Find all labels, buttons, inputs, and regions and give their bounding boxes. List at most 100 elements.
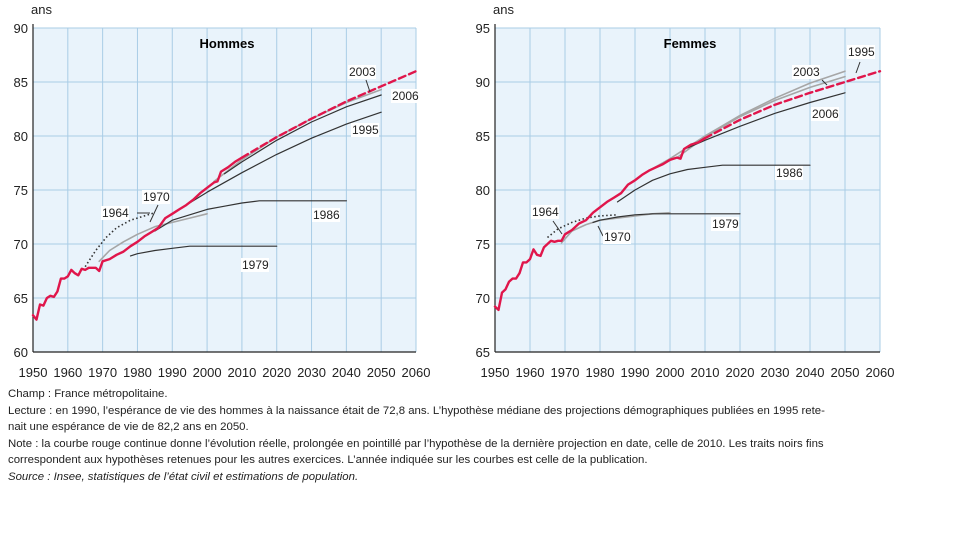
femmes-label-background-2006 [811,107,839,121]
hommes-x-tick-label: 2060 [402,365,431,380]
femmes-x-tick-label: 1950 [481,365,510,380]
hommes-series-label-1979: 1979 [242,258,269,272]
femmes-x-tick-label: 2040 [796,365,825,380]
femmes-y-tick-label: 65 [476,345,490,360]
hommes-label-background-1964 [101,206,129,220]
hommes-x-tick-label: 1960 [53,365,82,380]
femmes-label-leader-1970 [597,225,604,237]
femmes-y-tick-label: 90 [476,75,490,90]
hommes-y-tick-label: 70 [14,237,28,252]
femmes-label-leader-2003 [821,79,828,86]
femmes-label-background-1964 [531,205,559,219]
hommes-x-tick-label: 1950 [19,365,48,380]
femmes-x-tick-label: 1960 [516,365,545,380]
hommes-series-1979 [129,245,278,257]
hommes-series-label-1995: 1995 [352,123,379,137]
femmes-series-1964 [546,214,618,239]
femmes-label-background-1979 [711,217,739,231]
femmes-x-tick-label: 1990 [621,365,650,380]
figure-notes: Champ : France métropolitaine. Lecture :… [8,386,908,486]
hommes-series-label-1964: 1964 [102,206,129,220]
femmes-series-projection-2010 [703,70,882,140]
hommes-series-1986 [154,200,347,232]
hommes-series-projection-2010 [240,70,418,159]
hommes-series-label-2003: 2003 [349,65,376,79]
femmes-x-tick-label: 2010 [691,365,720,380]
hommes-x-tick-label: 2010 [227,365,256,380]
lecture-note-line-1: Lecture : en 1990, l’espérance de vie de… [8,404,825,417]
hommes-series-label-1986: 1986 [313,208,340,222]
hommes-x-tick-label: 2020 [262,365,291,380]
hommes-x-tick-label: 2030 [297,365,326,380]
femmes-series-1986 [616,164,811,203]
hommes-series-2006 [223,94,382,175]
femmes-x-tick-label: 2020 [726,365,755,380]
femmes-label-background-1995 [847,45,875,59]
hommes-x-tick-label: 1970 [88,365,117,380]
femmes-label-background-1970 [603,230,631,244]
femmes-series-label-1979: 1979 [712,217,739,231]
hommes-x-tick-label: 2050 [367,365,396,380]
hommes-label-background-1995 [351,123,379,137]
hommes-series-1995 [182,111,382,208]
femmes-series-label-1986: 1986 [776,166,803,180]
femmes-series-label-2003: 2003 [793,65,820,79]
femmes-series-label-1995: 1995 [848,45,875,59]
femmes-x-tick-label: 2050 [831,365,860,380]
hommes-series-label-1970: 1970 [143,190,170,204]
femmes-panel-title: Femmes [664,36,717,51]
femmes-y-tick-label: 80 [476,183,490,198]
hommes-y-tick-label: 80 [14,129,28,144]
hommes-series-label-2006: 2006 [392,89,419,103]
hommes-label-leader-2003 [365,79,371,93]
femmes-y-tick-label: 95 [476,21,490,36]
femmes-y-tick-label: 75 [476,237,490,252]
femmes-label-leader-1964 [552,220,563,235]
femmes-series-1979 [592,213,741,223]
hommes-panel: 1950 1960 1970 1980 1990 2000 2010 2020 2030 2040… [14,2,431,380]
femmes-y-tick-label: 70 [476,291,490,306]
hommes-label-background-1979 [241,258,269,272]
hommes-y-axis-unit: ans [31,2,52,17]
hommes-series-observed [31,156,244,321]
femmes-series-2006 [686,92,846,149]
note-line-1: Note : la courbe rouge continue donne l’… [8,437,824,450]
hommes-y-tick-label: 90 [14,21,28,36]
hommes-y-tick-label: 85 [14,75,28,90]
femmes-label-leader-1995 [855,61,861,74]
femmes-panel: 1950 1960 1970 1980 1990 2000 2010 2020 2030 2040… [476,2,895,380]
hommes-label-background-2003 [348,65,376,79]
hommes-x-tick-label: 1980 [123,365,152,380]
hommes-y-tick-label: 75 [14,183,28,198]
lecture-note-line-2: nait une espérance de vie de 82,2 ans en… [8,421,249,434]
femmes-y-axis-unit: ans [493,2,514,17]
hommes-series-1964 [84,211,156,268]
champ-note: Champ : France métropolitaine. [8,388,168,400]
hommes-x-tick-label: 2000 [193,365,222,380]
femmes-series-label-2006: 2006 [812,107,839,121]
femmes-series-label-1970: 1970 [604,230,631,244]
femmes-x-tick-label: 1970 [551,365,580,380]
hommes-label-leader-1970 [149,204,159,223]
hommes-x-tick-label: 1990 [158,365,187,380]
femmes-label-background-2003 [792,65,820,79]
source-note: Source : Insee, statistiques de l’état c… [8,470,359,483]
hommes-y-tick-label: 60 [14,345,28,360]
femmes-y-tick-label: 85 [476,129,490,144]
femmes-x-tick-label: 2000 [656,365,685,380]
femmes-x-tick-label: 2060 [866,365,895,380]
femmes-series-observed [493,137,707,312]
hommes-y-tick-label: 65 [14,291,28,306]
hommes-label-background-1986 [312,208,340,222]
femmes-x-tick-label: 2030 [761,365,790,380]
femmes-series-label-1964: 1964 [532,205,559,219]
femmes-x-tick-label: 1980 [586,365,615,380]
hommes-series-1970 [98,213,208,263]
note-line-2: correspondent aux hypothèses retenues po… [8,454,648,467]
hommes-label-background-1970 [142,190,170,204]
hommes-x-tick-label: 2040 [332,365,361,380]
femmes-label-background-1986 [775,166,803,180]
hommes-label-background-2006 [391,89,419,103]
hommes-panel-title: Hommes [200,36,255,51]
